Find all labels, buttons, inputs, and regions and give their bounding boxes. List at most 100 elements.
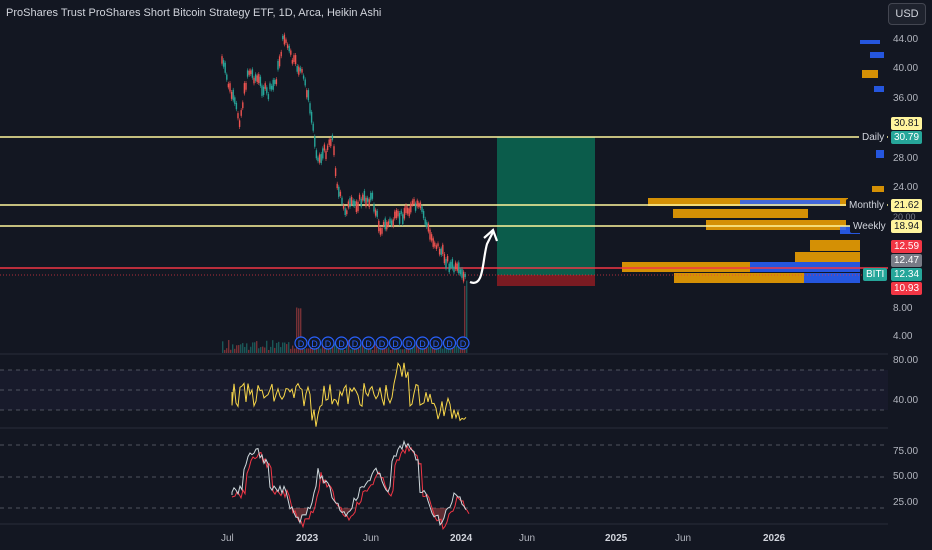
volume-bar	[222, 341, 224, 353]
dividend-marker	[294, 336, 308, 350]
volume-bar	[266, 340, 268, 353]
candle-body	[416, 200, 418, 207]
volume-bar	[384, 348, 386, 353]
price-tag-last: 10.93	[891, 282, 923, 295]
volume-bar	[308, 348, 310, 353]
candle-body	[235, 102, 238, 110]
stoch-axis-label: 75.00	[893, 446, 919, 457]
candle-body	[339, 191, 342, 197]
volume-bar	[300, 308, 302, 353]
dividend-marker	[456, 336, 470, 350]
volume-profile-bar	[795, 252, 860, 262]
stoch-axis-label: 50.00	[893, 471, 919, 482]
candle-body	[264, 83, 266, 89]
candle-body	[302, 75, 305, 79]
candle-body	[446, 255, 449, 262]
volume-profile-bar	[622, 262, 750, 268]
volume-profile-bar	[750, 262, 860, 268]
dividend-marker-label: D	[325, 339, 332, 349]
volume-profile-bar	[876, 150, 884, 158]
candle-body	[325, 150, 327, 160]
volume-profile-bar	[804, 273, 860, 283]
dividend-marker-label: D	[460, 339, 467, 349]
volume-bar	[376, 346, 378, 353]
volume-bar	[270, 346, 272, 353]
candle-body	[360, 198, 362, 207]
candle-body	[437, 243, 439, 247]
candle-body	[355, 201, 358, 212]
volume-bar	[280, 347, 282, 353]
candle-body	[315, 150, 318, 159]
volume-bar	[368, 348, 370, 353]
volume-bar	[416, 343, 418, 353]
volume-bar	[358, 348, 360, 353]
volume-bar	[284, 342, 286, 353]
volume-profile-bar	[674, 273, 804, 283]
dividend-marker	[348, 336, 362, 350]
dividend-marker	[388, 336, 403, 350]
candle-body	[266, 87, 268, 94]
volume-bar	[356, 347, 358, 353]
volume-bar	[228, 340, 230, 353]
monthly-line-label: Monthly	[846, 199, 888, 212]
candle-body	[291, 59, 294, 64]
candle-body	[387, 221, 390, 226]
volume-bar	[306, 348, 308, 353]
candle-body	[411, 200, 414, 205]
candle-body	[336, 183, 338, 189]
candle-body	[277, 60, 279, 70]
candle-body	[464, 273, 466, 278]
volume-bar	[390, 349, 392, 353]
price-tag-monthly: 21.62	[891, 199, 923, 212]
time-axis-label: 2024	[450, 533, 473, 544]
volume-bar	[244, 346, 246, 353]
volume-bar	[264, 347, 266, 353]
candle-body	[229, 83, 231, 92]
candle-body	[408, 208, 410, 217]
candle-body	[338, 186, 340, 197]
chart-title: ProShares Trust ProShares Short Bitcoin …	[6, 7, 382, 19]
candle-body	[421, 206, 423, 212]
candle-body	[381, 228, 383, 234]
volume-bar	[274, 347, 276, 353]
volume-bar	[254, 342, 256, 353]
volume-bar	[402, 349, 404, 353]
volume-bar	[276, 342, 278, 353]
time-axis-label: Jun	[675, 533, 692, 544]
volume-bar	[428, 346, 430, 353]
volume-bar	[404, 348, 406, 353]
candle-body	[310, 111, 313, 123]
dividend-marker-label: D	[419, 339, 426, 349]
volume-bar	[386, 348, 388, 353]
volume-bar	[282, 342, 284, 353]
candle-body	[394, 211, 396, 219]
candle-body	[317, 157, 319, 162]
volume-bar	[268, 349, 270, 353]
candle-body	[280, 51, 282, 57]
volume-bar	[256, 341, 258, 353]
candle-body	[262, 86, 265, 95]
volume-bar	[336, 342, 338, 353]
candle-body	[330, 139, 332, 147]
price-tag-biti: 12.34	[891, 268, 923, 281]
volume-bar	[296, 307, 298, 353]
candle-body	[290, 50, 292, 55]
candle-body	[246, 70, 249, 77]
volume-bar	[350, 349, 352, 353]
candle-body	[227, 83, 230, 88]
time-axis-label: Jun	[519, 533, 536, 544]
price-tag-daily: 30.79	[891, 131, 923, 144]
volume-bar	[446, 345, 448, 353]
candle-body	[306, 90, 308, 98]
volume-bar	[414, 342, 416, 353]
rsi-line	[231, 362, 467, 427]
candle-body	[304, 79, 306, 86]
volume-bar	[242, 343, 244, 353]
volume-bar	[230, 349, 232, 353]
currency-button[interactable]: USD	[888, 3, 926, 25]
candle-body	[352, 200, 354, 206]
candle-body	[245, 82, 247, 90]
volume-bar	[246, 343, 248, 353]
candle-body	[461, 269, 463, 278]
